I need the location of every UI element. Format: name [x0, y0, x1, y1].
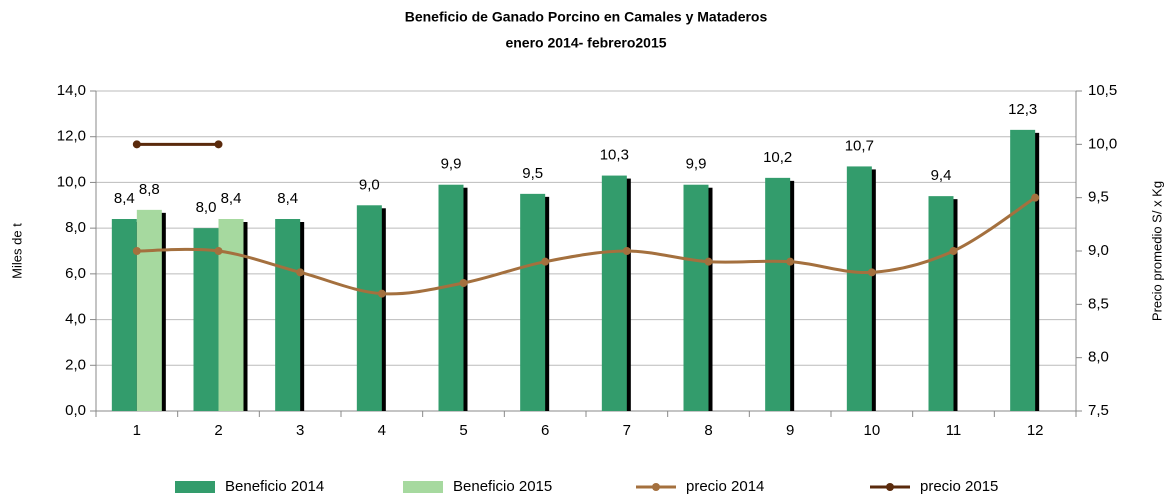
line [136, 196, 1036, 296]
bar [683, 184, 709, 411]
x-tick-label: 5 [459, 422, 467, 439]
y2-tick-label: 9,5 [1088, 189, 1109, 206]
y-axis-label: Miles de t [9, 223, 24, 279]
legend-label: precio 2015 [920, 478, 998, 495]
x-tick-label: 8 [704, 422, 712, 439]
bar [846, 166, 872, 411]
line-marker [214, 247, 223, 255]
bar [520, 193, 546, 411]
y2-tick-label: 7,5 [1088, 402, 1109, 419]
line-marker [459, 279, 468, 287]
data-label: 12,3 [1008, 101, 1037, 118]
line-marker [377, 289, 386, 298]
data-label: 9,4 [931, 167, 952, 184]
data-label: 9,9 [686, 156, 707, 173]
y2-tick-label: 10,0 [1088, 135, 1117, 152]
line-marker [132, 140, 141, 149]
y-tick-label: 4,0 [65, 311, 86, 328]
line-marker [949, 247, 958, 255]
legend-marker [886, 483, 894, 491]
x-tick-label: 7 [623, 422, 631, 439]
line-marker [541, 257, 550, 266]
y-tick-label: 10,0 [57, 173, 86, 190]
data-label: 9,0 [359, 176, 380, 193]
legend-label: precio 2014 [686, 478, 764, 495]
y-tick-label: 6,0 [65, 265, 86, 282]
bar [356, 205, 382, 411]
bar [1010, 129, 1036, 411]
line-marker [132, 247, 141, 255]
y2-axis-label: Precio promedio S/ x Kg [1149, 181, 1164, 321]
x-tick-label: 4 [378, 422, 386, 439]
y2-tick-label: 8,0 [1088, 349, 1109, 366]
x-tick-label: 1 [133, 422, 141, 439]
y-tick-label: 12,0 [57, 128, 86, 145]
x-tick-label: 12 [1027, 422, 1044, 439]
legend-swatch [175, 481, 215, 493]
bar [111, 219, 137, 411]
chart-subtitle: enero 2014- febrero2015 [505, 35, 666, 51]
x-tick-label: 6 [541, 422, 549, 439]
data-label: 9,9 [441, 156, 462, 173]
bar [218, 219, 244, 411]
y2-tick-label: 9,0 [1088, 242, 1109, 259]
data-label: 8,4 [277, 190, 298, 207]
chart-title: Beneficio de Ganado Porcino en Camales y… [405, 9, 768, 25]
data-label: 8,0 [196, 199, 217, 216]
line-marker [622, 247, 631, 255]
data-label: 10,7 [845, 137, 874, 154]
bar [275, 219, 301, 411]
bar [928, 196, 954, 411]
x-tick-label: 2 [214, 422, 222, 439]
y-tick-label: 14,0 [57, 82, 86, 99]
y2-tick-label: 8,5 [1088, 295, 1109, 312]
line-marker [867, 268, 876, 277]
line-marker [1031, 193, 1040, 202]
bar [438, 184, 464, 411]
x-tick-label: 11 [946, 422, 962, 439]
legend-label: Beneficio 2014 [225, 478, 324, 495]
y-tick-label: 2,0 [65, 356, 86, 373]
bar [601, 175, 627, 411]
legend-label: Beneficio 2015 [453, 478, 552, 495]
data-label: 10,2 [763, 149, 792, 166]
data-label: 8,4 [221, 190, 242, 207]
data-label: 10,3 [600, 147, 629, 164]
x-tick-label: 3 [296, 422, 304, 439]
line-marker [296, 268, 305, 277]
data-label: 9,5 [522, 165, 543, 182]
y2-tick-label: 10,5 [1088, 82, 1117, 99]
bar [193, 228, 219, 411]
line-marker [704, 257, 713, 266]
y-tick-label: 0,0 [65, 402, 86, 419]
bar [765, 177, 791, 411]
x-tick-label: 10 [863, 422, 880, 439]
y-tick-label: 8,0 [65, 219, 86, 236]
legend-swatch [403, 481, 443, 493]
data-label: 8,8 [139, 181, 160, 198]
legend-marker [652, 483, 660, 491]
line-marker [786, 257, 795, 266]
line-marker [214, 140, 223, 149]
data-label: 8,4 [114, 190, 135, 207]
bar [136, 209, 162, 411]
x-tick-label: 9 [786, 422, 794, 439]
